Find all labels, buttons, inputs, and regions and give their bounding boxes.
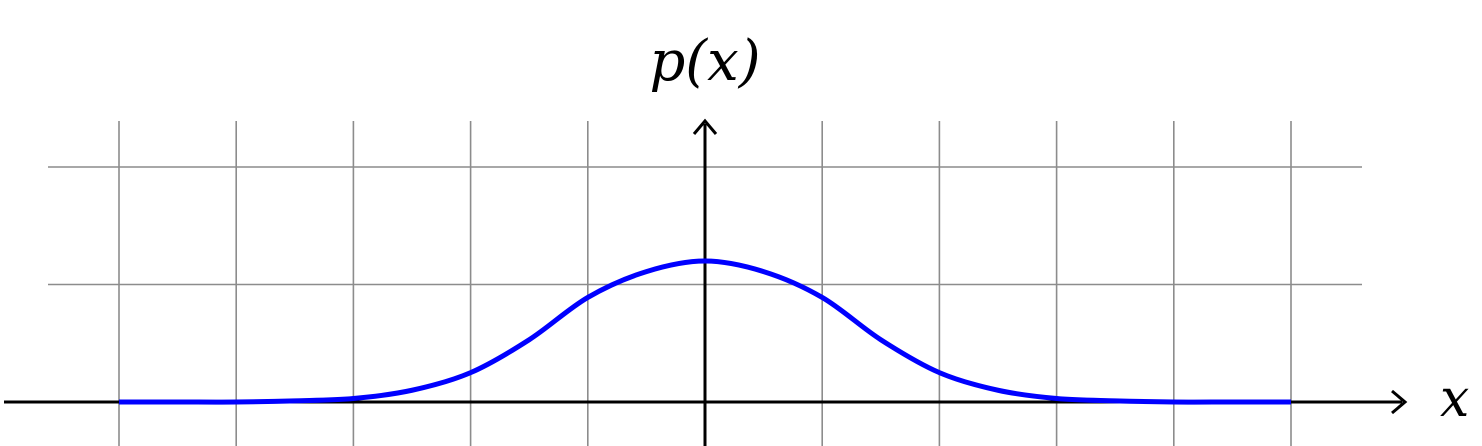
series: [119, 258, 1291, 405]
x-axis-label: x: [1440, 369, 1469, 429]
series-line-0: [119, 258, 1291, 405]
x-axis-arrow: [1391, 389, 1408, 415]
axes: [4, 118, 1408, 446]
y-axis-arrow: [692, 118, 718, 135]
y-axis-label: p(x): [649, 29, 760, 94]
